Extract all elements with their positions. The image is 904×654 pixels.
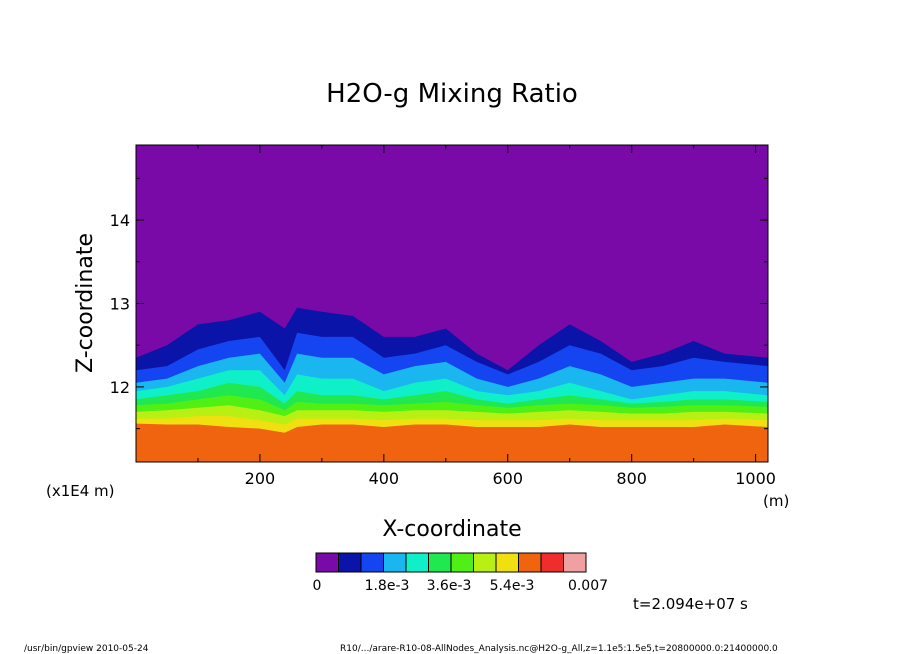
colorbar-swatch bbox=[383, 552, 407, 573]
colorbar-label: 5.4e-3 bbox=[490, 578, 535, 594]
y-tick-label: 13 bbox=[110, 295, 130, 314]
y-tick-label: 14 bbox=[110, 211, 130, 230]
colorbar-swatch bbox=[540, 552, 564, 573]
y-axis-label: Z-coordinate bbox=[73, 233, 98, 373]
time-annotation: t=2.094e+07 s bbox=[633, 595, 748, 613]
colorbar-swatch bbox=[473, 552, 497, 573]
colorbar-swatch bbox=[518, 552, 542, 573]
colorbar-swatch bbox=[450, 552, 474, 573]
x-tick-label: 800 bbox=[616, 469, 647, 488]
colorbar-label: 3.6e-3 bbox=[427, 578, 472, 594]
colorbar-label: 1.8e-3 bbox=[365, 578, 410, 594]
y-units-label: (x1E4 m) bbox=[46, 482, 115, 500]
colorbar-swatch bbox=[338, 552, 362, 573]
chart-title: H2O-g Mixing Ratio bbox=[326, 79, 578, 109]
x-units-label: (m) bbox=[763, 492, 789, 510]
x-axis: 200 400 600 800 1000 bbox=[197, 145, 776, 488]
colorbar-swatch bbox=[563, 552, 587, 573]
footer-left-text: /usr/bin/gpview 2010-05-24 bbox=[24, 644, 149, 654]
y-axis: 12 13 14 bbox=[110, 177, 768, 430]
colorbar-label: 0.007 bbox=[568, 578, 608, 594]
colorbar-labels: 0 1.8e-3 3.6e-3 5.4e-3 0.007 bbox=[313, 578, 609, 594]
footer-right-text: R10/.../arare-R10-08-AllNodes_Analysis.n… bbox=[340, 644, 778, 654]
x-tick-label: 200 bbox=[245, 469, 276, 488]
colorbar bbox=[315, 552, 587, 573]
plot-area bbox=[136, 145, 768, 462]
y-tick-label: 12 bbox=[110, 378, 130, 397]
colorbar-swatch bbox=[315, 552, 339, 573]
x-axis-label: X-coordinate bbox=[382, 517, 521, 542]
colorbar-label: 0 bbox=[313, 578, 322, 594]
colorbar-swatch bbox=[495, 552, 519, 573]
x-tick-label: 600 bbox=[492, 469, 523, 488]
colorbar-swatch bbox=[428, 552, 452, 573]
x-tick-label: 1000 bbox=[735, 469, 776, 488]
x-tick-label: 400 bbox=[369, 469, 400, 488]
band-9 bbox=[136, 423, 768, 462]
colorbar-swatch bbox=[360, 552, 384, 573]
colorbar-swatch bbox=[405, 552, 429, 573]
